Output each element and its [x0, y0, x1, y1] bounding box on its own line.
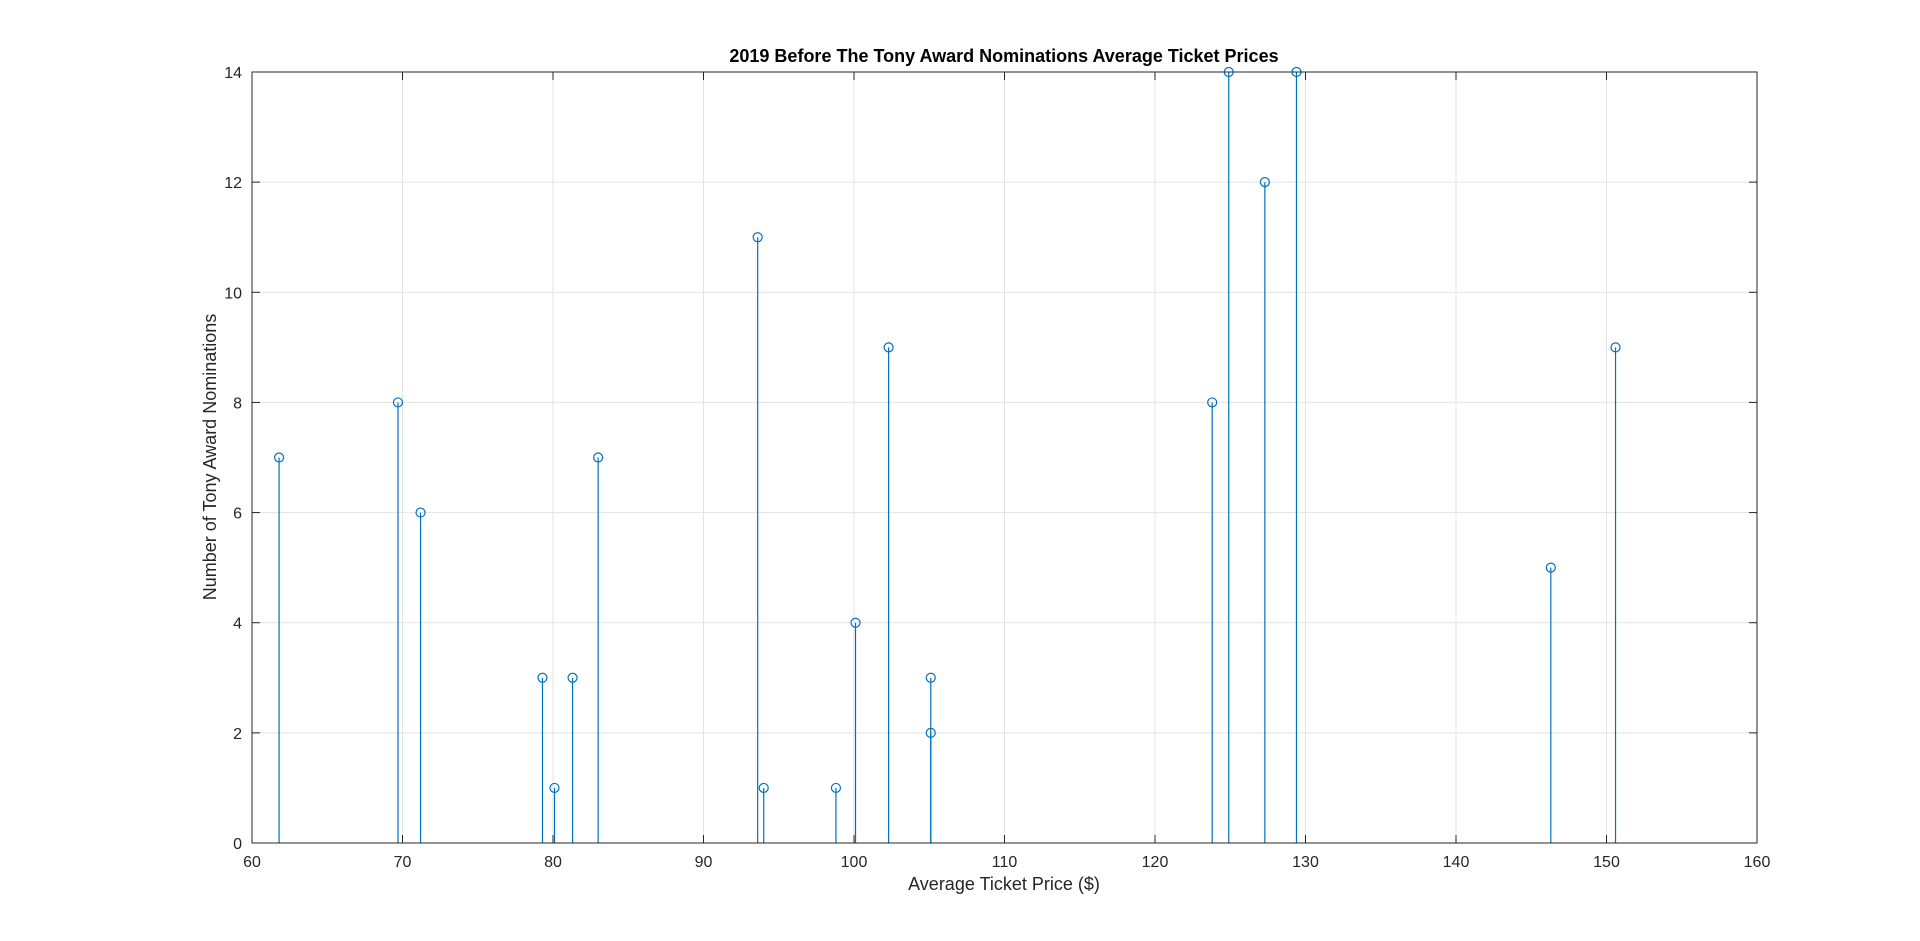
stem-marker [593, 452, 604, 463]
stem-marker [883, 342, 894, 353]
stem-marker [830, 782, 842, 794]
x-tick-label: 150 [1593, 854, 1620, 871]
stem-marker [415, 507, 426, 518]
y-tick-label: 6 [233, 506, 242, 523]
grid-lines [252, 72, 1757, 843]
stem-marker [752, 232, 763, 243]
stem-marker [273, 452, 285, 463]
x-tick-label: 100 [841, 854, 868, 871]
y-tick-labels: 0 2 4 6 8 10 12 14 [224, 65, 242, 853]
x-axis-label: Average Ticket Price ($) [908, 874, 1100, 894]
stem-marker [1259, 177, 1270, 188]
x-tick-label: 160 [1744, 854, 1771, 871]
stem-marker [850, 617, 861, 628]
x-tick-label: 70 [394, 854, 412, 871]
stem-marker [925, 672, 936, 683]
x-tick-label: 120 [1142, 854, 1169, 871]
x-tick-labels: 60 70 80 90 100 110 120 130 140 150 160 [243, 854, 1770, 871]
x-tick-label: 110 [992, 854, 1018, 871]
y-tick-label: 2 [233, 726, 242, 743]
stem-marker [1610, 342, 1621, 353]
stem-marker [537, 672, 548, 683]
y-tick-label: 0 [233, 836, 242, 853]
stem-marker [567, 672, 578, 683]
y-tick-label: 12 [224, 175, 242, 192]
y-tick-label: 10 [224, 285, 242, 302]
chart-title: 2019 Before The Tony Award Nominations A… [729, 46, 1278, 66]
stem-marker [1545, 562, 1556, 573]
x-tick-label: 80 [544, 854, 562, 871]
stem-series [273, 66, 1621, 843]
stem-marker [392, 397, 404, 408]
x-tick-label: 130 [1292, 854, 1319, 871]
y-axis-label: Number of Tony Award Nominations [200, 314, 220, 600]
stem-marker [758, 782, 769, 794]
stem-marker [549, 782, 560, 794]
x-tick-label: 60 [243, 854, 261, 871]
y-tick-label: 4 [233, 616, 242, 633]
tick-marks [251, 71, 1758, 844]
stem-marker [925, 727, 936, 738]
y-tick-label: 14 [224, 65, 242, 82]
stem-marker [1207, 397, 1218, 408]
x-tick-label: 90 [695, 854, 713, 871]
y-tick-label: 8 [233, 395, 242, 412]
x-tick-label: 140 [1443, 854, 1470, 871]
